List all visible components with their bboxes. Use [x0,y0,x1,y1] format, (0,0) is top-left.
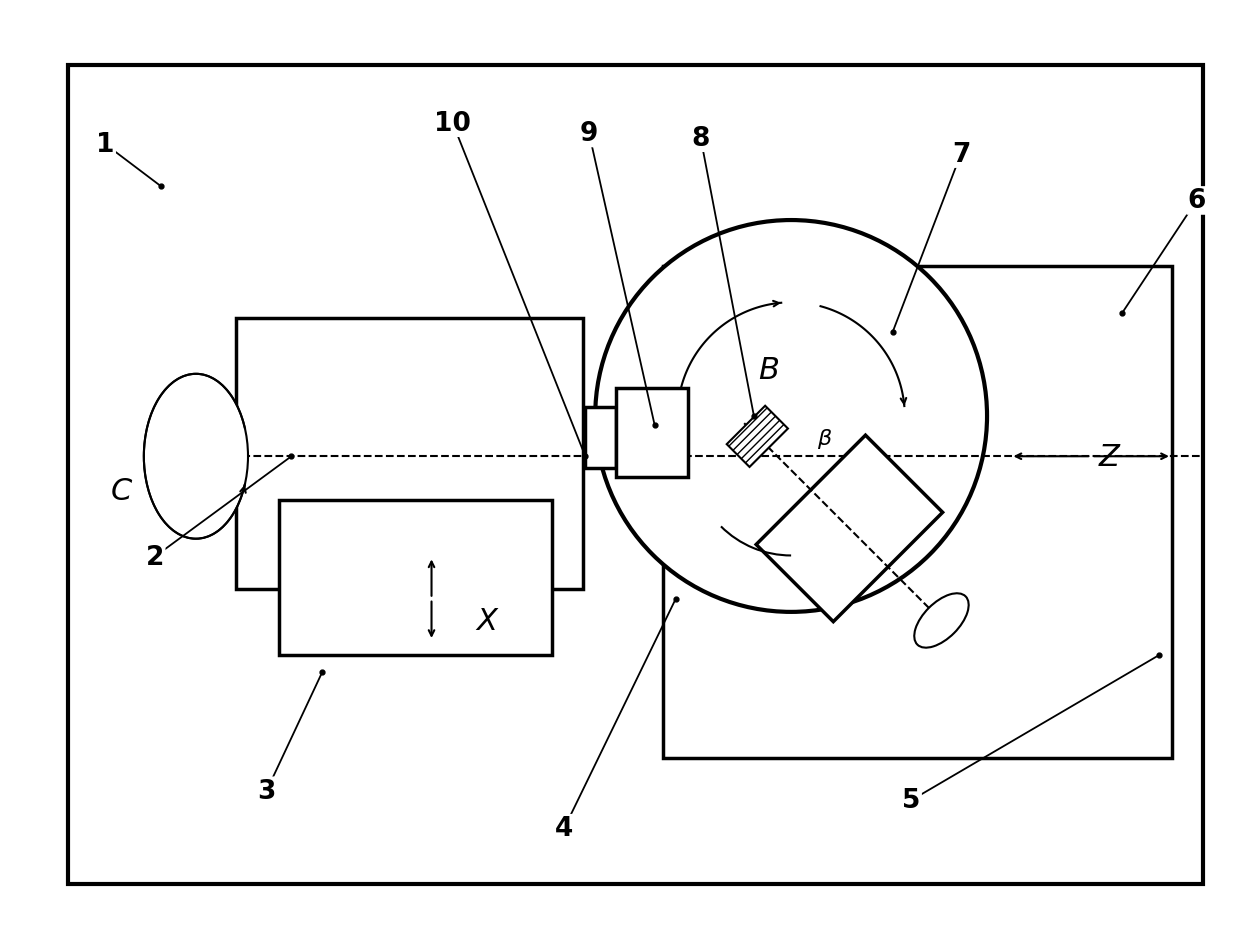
Text: 3: 3 [258,778,275,804]
Bar [616,388,688,477]
Bar [279,501,552,655]
Text: 5: 5 [903,787,920,813]
Bar [68,66,1203,885]
Text: $C$: $C$ [110,477,133,505]
Text: $\beta$: $\beta$ [817,426,832,450]
Text: 8: 8 [692,125,709,152]
Text: 2: 2 [146,544,164,570]
Text: $Z$: $Z$ [1097,443,1122,471]
Bar [756,435,942,622]
Circle shape [595,221,987,612]
Text: 6: 6 [1188,188,1205,214]
Ellipse shape [914,593,968,648]
Bar [236,318,583,590]
Bar [727,406,787,467]
Text: 10: 10 [434,110,471,137]
Text: 4: 4 [556,815,573,841]
Ellipse shape [144,374,248,539]
Text: 9: 9 [580,121,598,147]
Text: $B$: $B$ [759,356,779,384]
Bar [585,407,616,468]
Text: 7: 7 [952,141,970,168]
Text: 1: 1 [97,132,114,158]
Bar [663,267,1172,758]
Text: $X$: $X$ [475,607,500,635]
